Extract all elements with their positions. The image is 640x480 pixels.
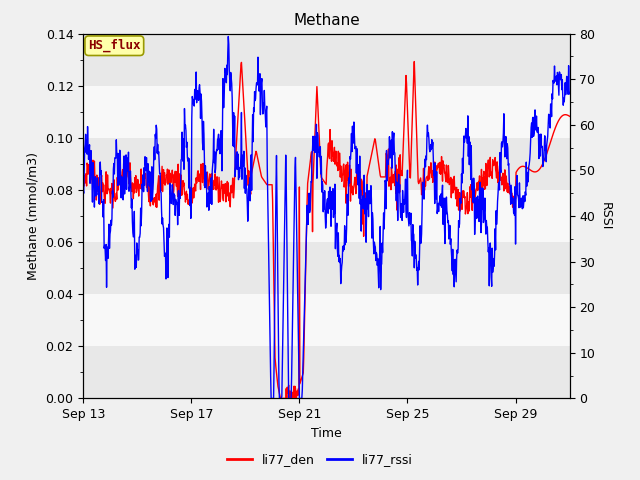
Y-axis label: RSSI: RSSI (599, 202, 612, 230)
Bar (83, 294, 570, 346)
Legend: li77_den, li77_rssi: li77_den, li77_rssi (222, 448, 418, 471)
Y-axis label: Methane (mmol/m3): Methane (mmol/m3) (27, 152, 40, 280)
Bar (83, 34, 570, 86)
Bar (83, 138, 570, 190)
Bar (83, 86, 570, 138)
Text: HS_flux: HS_flux (88, 39, 141, 52)
Bar (83, 242, 570, 294)
Bar (83, 190, 570, 242)
Bar (83, 346, 570, 398)
Title: Methane: Methane (293, 13, 360, 28)
X-axis label: Time: Time (311, 427, 342, 440)
